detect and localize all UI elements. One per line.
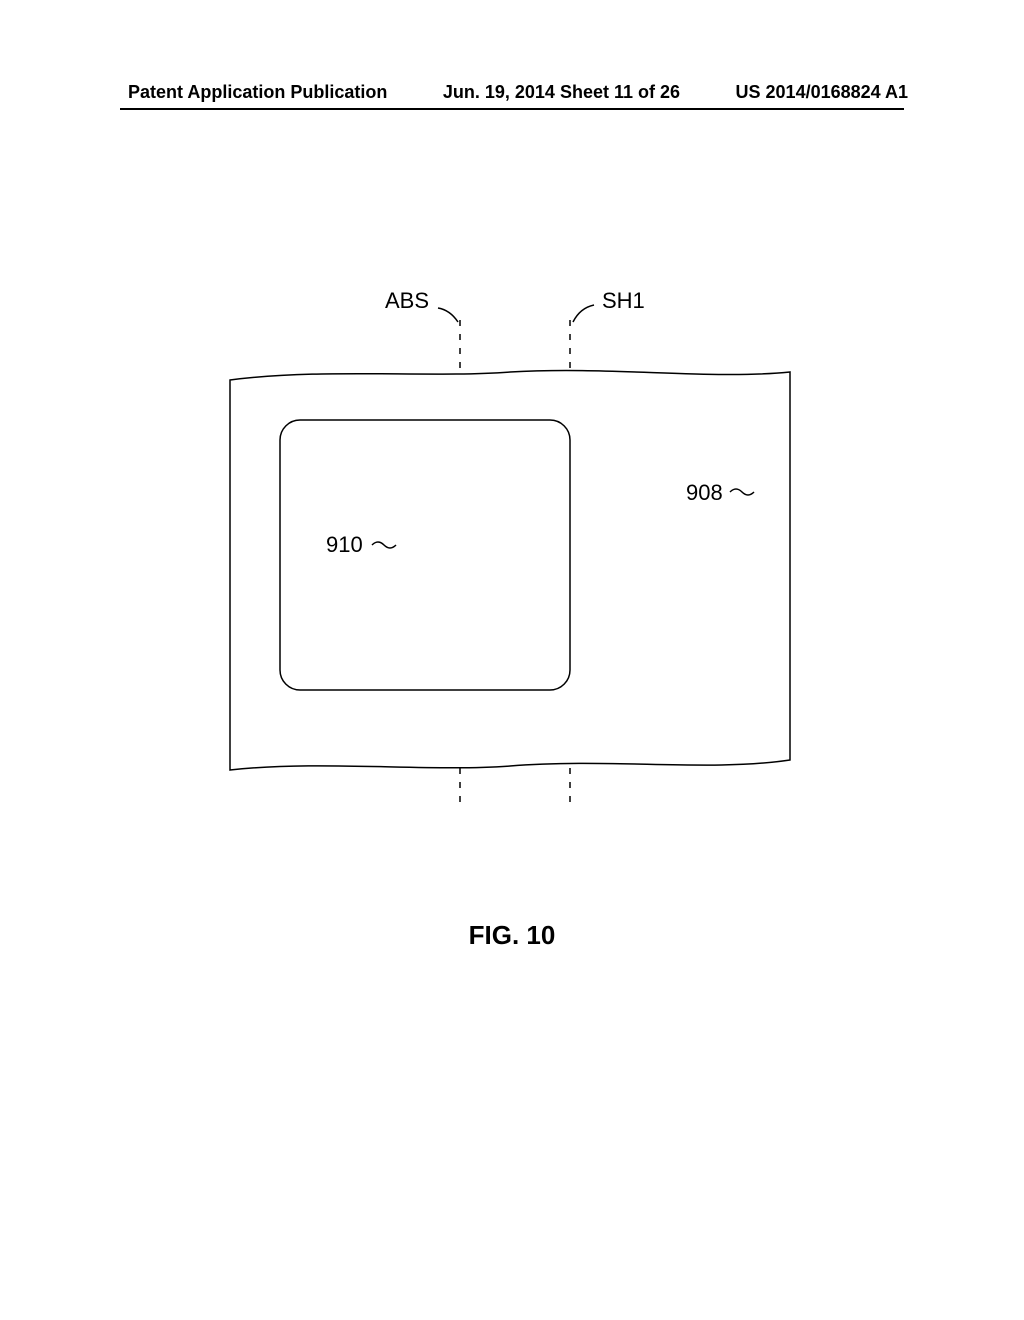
figure-caption: FIG. 10: [0, 920, 1024, 951]
leader-abs: [438, 308, 458, 322]
header-right: US 2014/0168824 A1: [736, 82, 908, 103]
header-rule: [120, 108, 904, 110]
page-header: Patent Application Publication Jun. 19, …: [0, 82, 1024, 103]
figure-container: ABS SH1 910 908 FIG. 10: [0, 200, 1024, 1100]
header-center: Jun. 19, 2014 Sheet 11 of 26: [443, 82, 680, 103]
leader-sh1: [573, 305, 594, 322]
label-910: 910: [326, 532, 363, 558]
label-908: 908: [686, 480, 723, 506]
figure-svg: [170, 250, 850, 850]
label-sh1: SH1: [602, 288, 645, 314]
label-abs: ABS: [385, 288, 429, 314]
header-left: Patent Application Publication: [128, 82, 387, 103]
inner-region: [280, 420, 570, 690]
